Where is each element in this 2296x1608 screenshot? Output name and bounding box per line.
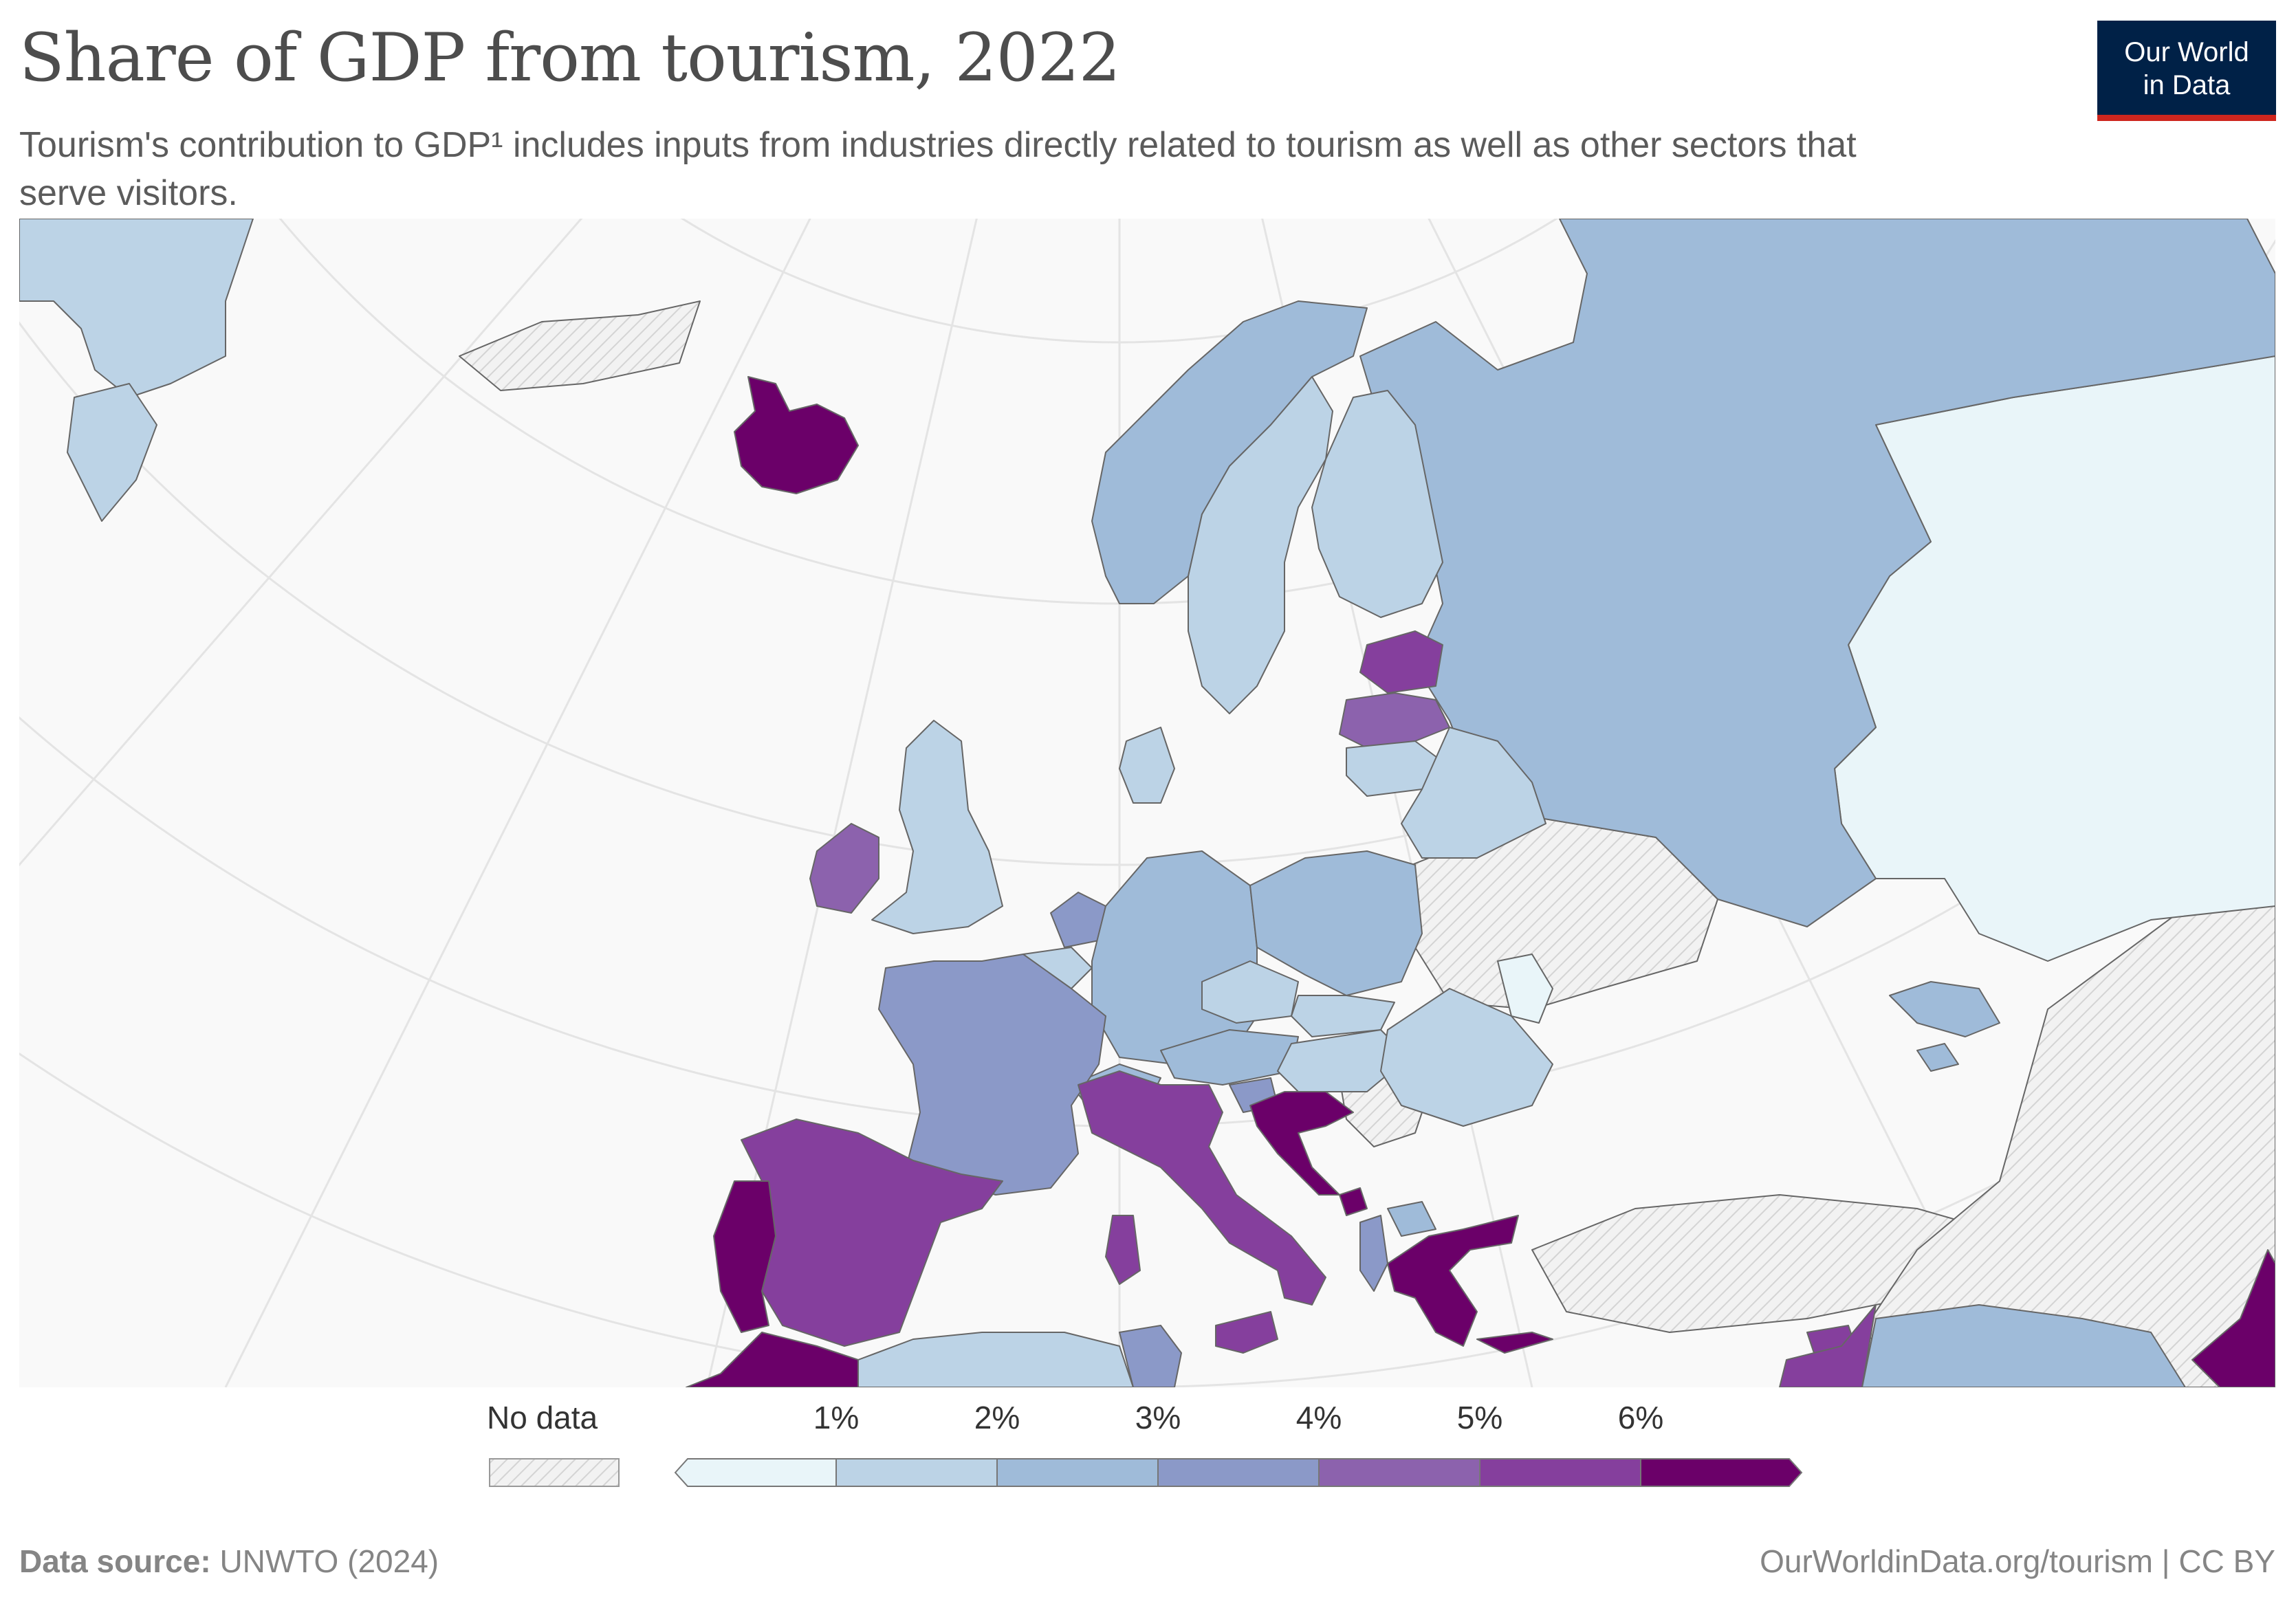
- legend-tick-0: 1%: [813, 1402, 859, 1435]
- logo-line-2: in Data: [2143, 70, 2231, 100]
- country-morocco: [686, 1332, 859, 1387]
- legend-bin-3: [1157, 1458, 1320, 1487]
- legend-tick-5: 6%: [1618, 1402, 1663, 1435]
- country-kazakhstan: [1834, 355, 2275, 962]
- legend-tick-3: 4%: [1296, 1402, 1342, 1435]
- legend-bin-1: [835, 1458, 998, 1487]
- country-norway: [1091, 300, 1368, 604]
- country-no-data-svalbard: [459, 300, 701, 391]
- country-georgia: [1889, 981, 2000, 1037]
- country-greece: [1387, 1215, 1519, 1347]
- country-jordan: [1779, 1304, 1877, 1387]
- data-source-label: Data source:: [19, 1543, 211, 1579]
- country-armenia: [1916, 1043, 1959, 1072]
- country-russia: [1359, 219, 2275, 927]
- map-area[interactable]: [19, 219, 2275, 1387]
- country-belarus: [1401, 727, 1546, 859]
- country-denmark: [1119, 727, 1175, 804]
- country-sweden: [1188, 376, 1333, 714]
- legend-no-data-swatch: [489, 1458, 620, 1487]
- country-greenland-south: [67, 383, 157, 522]
- map-svg[interactable]: [19, 219, 2275, 1387]
- legend-bin-5: [1479, 1458, 1641, 1487]
- country-north-macedonia: [1387, 1201, 1436, 1237]
- legend-tick-labels: 1% 2% 3% 4% 5% 6%: [813, 1400, 1663, 1435]
- country-estonia: [1359, 630, 1443, 694]
- footer-links: OurWorldinData.org/tourism | CC BY: [1760, 1543, 2275, 1580]
- country-albania: [1359, 1215, 1388, 1292]
- country-italy: [1078, 1070, 1326, 1306]
- country-tunisia: [1119, 1325, 1182, 1387]
- license-link[interactable]: CC BY: [2178, 1543, 2275, 1579]
- country-ireland: [809, 823, 879, 914]
- country-hungary: [1277, 1029, 1409, 1092]
- country-poland: [1249, 850, 1423, 996]
- legend-color-bins: [674, 1458, 1803, 1487]
- legend-bin-2: [996, 1458, 1159, 1487]
- legend-tick-2: 3%: [1135, 1402, 1181, 1435]
- chart-title: Share of GDP from tourism, 2022: [19, 19, 1121, 96]
- country-romania: [1380, 988, 1553, 1127]
- logo-line-1: Our World: [2124, 37, 2249, 67]
- legend-no-data-label: No data: [487, 1402, 598, 1435]
- country-moldova: [1497, 954, 1553, 1024]
- country-saudi-arabia: [1861, 1304, 2186, 1387]
- country-france: [878, 954, 1106, 1196]
- data-source: Data source: UNWTO (2024): [19, 1543, 439, 1580]
- owid-logo[interactable]: Our World in Data: [2097, 21, 2276, 121]
- country-finland: [1311, 390, 1443, 618]
- country-italy-sicily: [1215, 1311, 1278, 1354]
- country-portugal: [713, 1180, 776, 1333]
- country-oman: [2191, 1249, 2275, 1387]
- owid-tourism-link[interactable]: OurWorldinData.org/tourism: [1760, 1543, 2153, 1579]
- legend-bin-0: [674, 1458, 837, 1487]
- country-montenegro: [1339, 1187, 1368, 1216]
- countries: [19, 219, 2275, 1387]
- license-separator: |: [2161, 1543, 2179, 1579]
- legend: No data 1% 2% 3% 4% 5% 6%: [481, 1400, 1857, 1512]
- legend-bin-6: [1640, 1458, 1803, 1487]
- country-croatia: [1249, 1091, 1354, 1196]
- country-united-kingdom: [871, 720, 1003, 934]
- legend-svg: No data 1% 2% 3% 4% 5% 6%: [487, 1400, 1803, 1487]
- country-italy-sardinia: [1105, 1215, 1141, 1285]
- country-latvia: [1339, 692, 1450, 749]
- legend-tick-1: 2%: [974, 1402, 1020, 1435]
- legend-bin-4: [1318, 1458, 1480, 1487]
- country-iceland: [734, 376, 859, 494]
- country-greece-crete: [1476, 1332, 1553, 1354]
- legend-tick-4: 5%: [1457, 1402, 1502, 1435]
- country-algeria: [857, 1332, 1134, 1387]
- data-source-value: UNWTO (2024): [219, 1543, 439, 1579]
- chart-subtitle: Tourism's contribution to GDP¹ includes …: [19, 125, 1857, 213]
